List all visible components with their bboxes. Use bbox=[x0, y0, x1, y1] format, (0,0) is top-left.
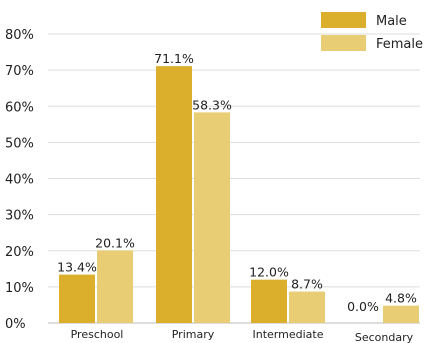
bar-female-secondary bbox=[383, 305, 419, 323]
y-tick-label: 0% bbox=[5, 317, 26, 332]
data-label: 13.4% bbox=[57, 260, 97, 275]
category-label: Preschool bbox=[71, 328, 124, 341]
y-tick-label: 10% bbox=[5, 281, 34, 296]
data-label: 71.1% bbox=[154, 51, 194, 66]
data-label: 0.0% bbox=[347, 299, 379, 314]
legend-swatch-male bbox=[321, 12, 366, 28]
legend-swatch-female bbox=[321, 35, 366, 51]
category-label: Intermediate bbox=[253, 328, 324, 341]
legend-label-male: Male bbox=[376, 14, 407, 29]
category-label: Secondary bbox=[355, 331, 414, 343]
y-tick-label: 80% bbox=[5, 28, 34, 43]
bar-female-preschool bbox=[97, 250, 133, 323]
y-tick-label: 60% bbox=[5, 100, 34, 115]
y-tick-label: 30% bbox=[5, 209, 34, 224]
data-label: 4.8% bbox=[385, 291, 417, 306]
category-label: Primary bbox=[172, 328, 215, 341]
data-label: 58.3% bbox=[192, 97, 232, 112]
y-tick-label: 50% bbox=[5, 136, 34, 151]
data-label: 20.1% bbox=[95, 235, 135, 250]
y-tick-label: 20% bbox=[5, 245, 34, 260]
bar-male-primary bbox=[156, 66, 192, 324]
y-tick-label: 40% bbox=[5, 173, 34, 188]
legend: Male Female bbox=[321, 12, 423, 52]
bars bbox=[59, 66, 419, 324]
data-label: 12.0% bbox=[249, 265, 289, 280]
y-axis-ticks: 0% 10% 20% 30% 40% 50% 60% 70% 80% bbox=[5, 28, 34, 332]
x-axis-categories: Preschool Primary Intermediate Secondary bbox=[71, 328, 414, 343]
bar-female-intermediate bbox=[289, 291, 325, 323]
bar-female-primary bbox=[194, 112, 230, 323]
data-labels: 13.4% 20.1% 71.1% 58.3% 12.0%8.7% 0.0% 4.8% bbox=[57, 51, 417, 314]
legend-label-female: Female bbox=[376, 37, 423, 52]
bar-male-preschool bbox=[59, 274, 95, 323]
data-label: 8.7% bbox=[291, 277, 323, 292]
y-tick-label: 70% bbox=[5, 64, 34, 79]
bar-male-intermediate bbox=[251, 279, 287, 323]
